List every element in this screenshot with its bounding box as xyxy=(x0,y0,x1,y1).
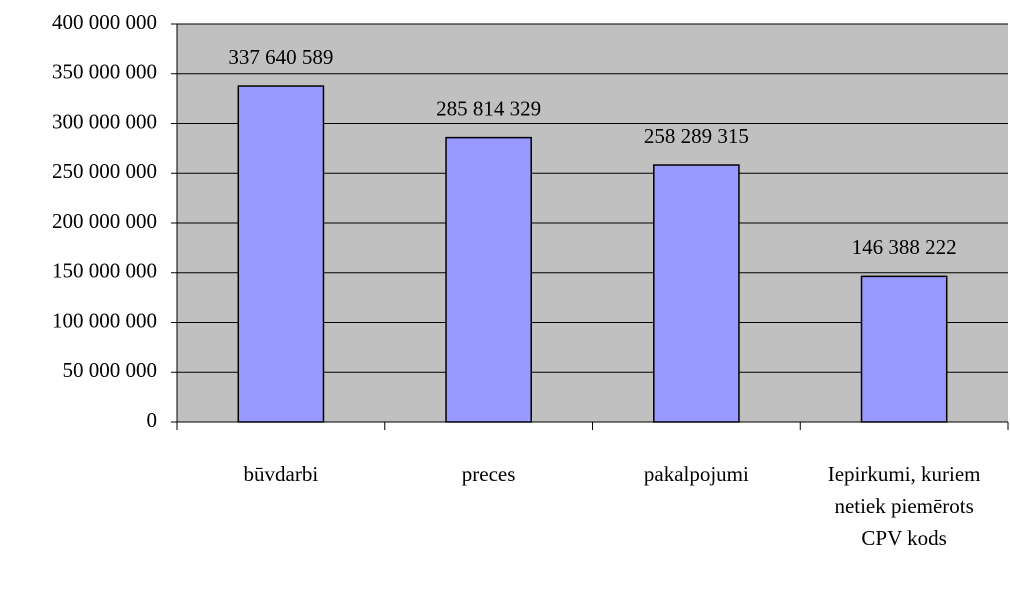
value-label: 337 640 589 xyxy=(228,45,333,69)
y-tick-label: 350 000 000 xyxy=(52,60,157,84)
bar xyxy=(860,275,948,423)
y-tick-label: 300 000 000 xyxy=(52,109,157,133)
bar xyxy=(237,85,325,423)
y-tick-label: 200 000 000 xyxy=(52,209,157,233)
y-tick-label: 50 000 000 xyxy=(63,358,158,382)
x-tick-label: Iepirkumi, kuriem netiek piemērots CPV k… xyxy=(827,462,981,550)
value-label: 258 289 315 xyxy=(644,124,749,148)
x-tick-label: būvdarbi xyxy=(243,462,319,486)
x-tick-label: preces xyxy=(461,462,516,486)
y-tick-label: 100 000 000 xyxy=(52,308,157,332)
y-tick-label: 400 000 000 xyxy=(52,10,157,34)
value-label: 146 388 222 xyxy=(852,235,957,259)
bar xyxy=(653,164,740,423)
y-tick-label: 0 xyxy=(147,408,158,432)
value-label: 285 814 329 xyxy=(436,96,541,120)
y-tick-label: 150 000 000 xyxy=(52,259,157,283)
x-tick-label: pakalpojumi xyxy=(643,462,749,486)
bar xyxy=(445,136,532,423)
y-tick-label: 250 000 000 xyxy=(52,159,157,183)
